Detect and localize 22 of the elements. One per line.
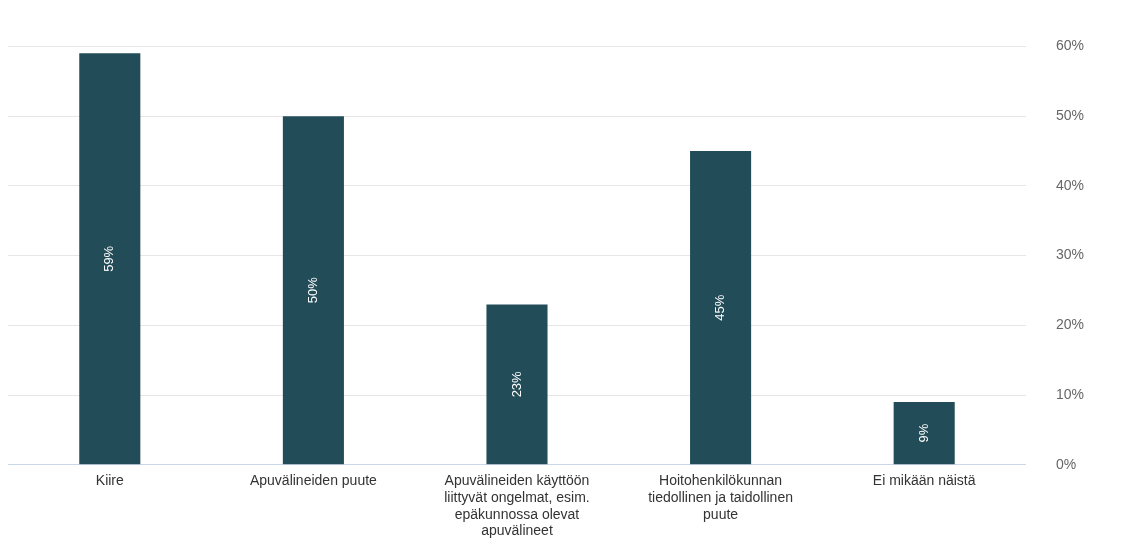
x-tick-label: Ei mikään näistä [872, 472, 976, 489]
bar [79, 53, 141, 465]
y-tick-label: 30% [1055, 246, 1085, 263]
bar [282, 116, 344, 465]
data-label: 50% [304, 276, 320, 304]
y-tick-label: 20% [1055, 316, 1085, 333]
x-tick-label: Kiire [95, 472, 125, 489]
y-tick-label: 40% [1055, 176, 1085, 193]
data-label: 59% [101, 245, 117, 272]
y-tick-label: 50% [1055, 106, 1085, 123]
bar [893, 402, 955, 465]
bar [690, 151, 752, 465]
x-tick-label: Apuvälineiden puute [249, 472, 378, 489]
y-tick-label: 10% [1055, 385, 1085, 402]
y-tick-label: 0% [1055, 455, 1077, 472]
x-tick-label: Hoitohenkilökunnan tiedollinen ja taidollinen puute [648, 472, 793, 522]
data-label: 9% [915, 423, 931, 443]
y-tick-label: 60% [1055, 37, 1085, 54]
bar [486, 304, 548, 465]
x-tick-label: Apuvälineiden käyttöön liittyvät ongelmat, esim. epäkunnossa olevat apuvälineet [444, 472, 590, 539]
data-label: 23% [508, 370, 524, 398]
data-label: 45% [712, 294, 728, 321]
